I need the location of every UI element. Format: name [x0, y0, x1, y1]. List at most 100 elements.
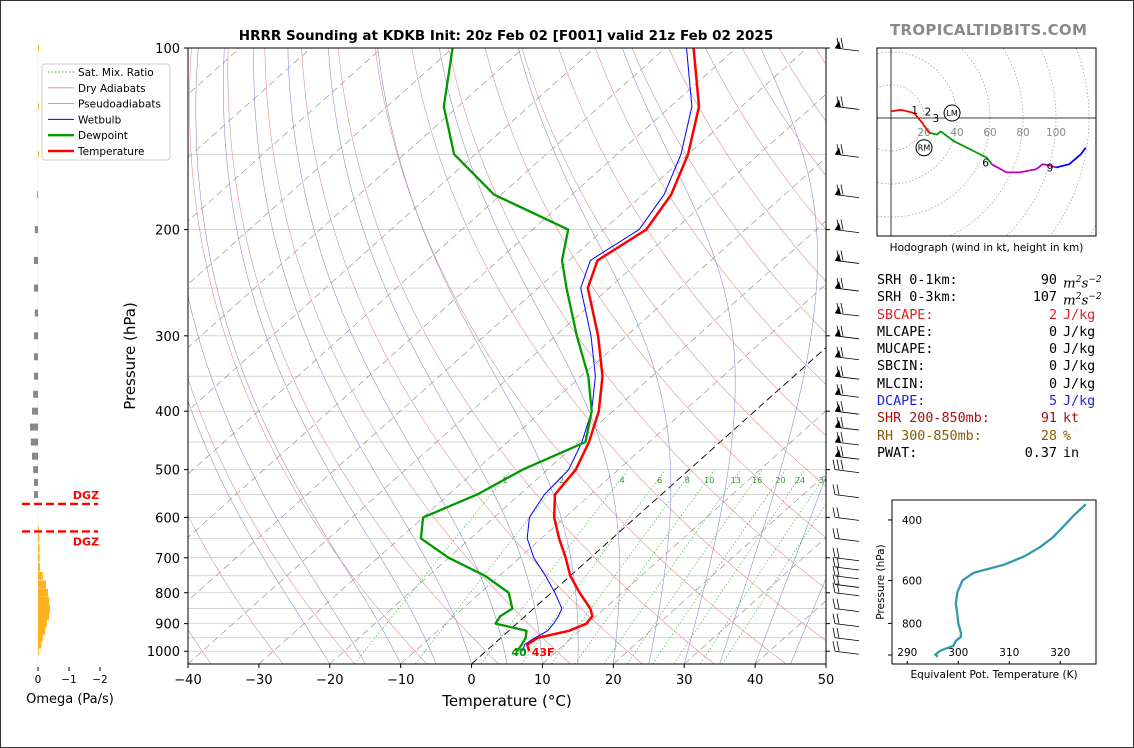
y-tick-label: 900: [155, 618, 180, 633]
mixing-ratio-line: [673, 469, 806, 664]
omega-bar-dgz: [38, 534, 40, 543]
dry-adiabat: [521, 48, 826, 487]
legend-entry: Wetbulb: [78, 114, 122, 126]
wind-barb-staff: [834, 516, 860, 521]
theta-y-tick-label: 400: [902, 515, 922, 527]
omega-panel: DGZ DGZ 0 −1 −2 Omega (Pa/s): [22, 45, 114, 707]
dewpoint-profile: [419, 48, 593, 652]
mixing-ratio-line: [480, 469, 629, 664]
param-unit: kt: [1063, 411, 1080, 427]
theta-y-tick-label: 800: [902, 618, 922, 630]
wind-barb-feather: [836, 556, 840, 568]
theta-y-axis-label: Pressure (hPa): [875, 544, 887, 619]
mixing-ratio-label: 24: [795, 476, 805, 485]
wind-barb-staff: [834, 608, 860, 613]
x-tick-label: 0: [467, 673, 475, 688]
x-tick-label: 10: [534, 673, 551, 688]
wind-barb-feather: [836, 346, 840, 357]
param-label: DCAPE:: [877, 394, 926, 410]
wind-barb-feather: [836, 627, 840, 638]
wind-barb-staff: [834, 575, 860, 580]
omega-bar-dgz: [38, 45, 39, 51]
wind-barb-feather: [836, 184, 840, 195]
wind-barb-staff: [834, 637, 860, 642]
hodo-trace: [939, 130, 993, 165]
wind-barb-feather: [840, 459, 844, 470]
isotherm-line: [258, 157, 826, 664]
wind-barb-feather: [836, 384, 840, 395]
param-unit: in: [1063, 445, 1080, 461]
wind-barb-feather: [832, 565, 836, 576]
param-value: 107: [1032, 290, 1057, 306]
wind-barb-feather: [836, 416, 840, 428]
param-unit-sup: 2: [1075, 275, 1082, 285]
y-tick-label: 400: [155, 405, 180, 420]
wind-barb-feather: [836, 641, 840, 652]
dry-adiabat: [595, 48, 826, 386]
param-label: SBCAPE:: [877, 307, 934, 323]
omega-bar: [34, 284, 38, 292]
wind-barb-feather: [836, 302, 840, 314]
wind-barb-feather: [832, 484, 836, 495]
omega-bar: [34, 372, 38, 380]
param-label: MLCAPE:: [877, 324, 934, 340]
param-label: MLCIN:: [877, 376, 926, 392]
omega-bar: [34, 332, 38, 340]
wind-barb-feather: [836, 547, 840, 558]
hodo-trace: [1055, 147, 1087, 169]
mixing-ratio-label: 8: [685, 476, 690, 485]
omega-tick-label: −2: [92, 674, 107, 686]
omega-bar: [33, 466, 38, 474]
omega-bar: [30, 438, 38, 446]
param-unit: %: [1063, 428, 1072, 444]
wind-barb-staff: [834, 566, 860, 571]
hodo-height-label: 3: [933, 113, 940, 125]
x-tick-label: 30: [676, 673, 693, 688]
isotherm-line: [329, 220, 826, 664]
wind-barb-feather: [832, 507, 836, 518]
wind-barb-feather: [836, 574, 840, 585]
param-row: PWAT: 0.37 in: [877, 445, 1097, 462]
isotherm-line: [188, 48, 382, 222]
hodo-ring-label: 40: [950, 127, 963, 139]
omega-bar-dgz: [38, 588, 48, 597]
param-row: SBCIN: 0 J/kg: [877, 358, 1097, 375]
mixing-ratio-line: [551, 469, 694, 664]
omega-bar-dgz: [38, 640, 42, 649]
omega-bar-dgz: [38, 619, 47, 628]
pseudoadiabat: [622, 48, 736, 664]
wind-barb-feather: [836, 582, 840, 593]
wetbulb-profile: [522, 48, 693, 652]
omega-bar: [33, 390, 38, 398]
legend-entry: Pseudoadiabats: [78, 99, 161, 111]
omega-bar: [30, 423, 38, 431]
param-unit-part: m: [1063, 293, 1076, 309]
x-tick-label: −30: [245, 673, 272, 688]
param-unit: m2s−2: [1063, 272, 1102, 293]
wind-barb-feather: [840, 302, 844, 314]
param-row: MLCAPE: 0 J/kg: [877, 324, 1097, 341]
wind-barb-feather: [840, 325, 844, 336]
dry-adiabat: [188, 514, 284, 664]
param-row: SHR 200-850mb: 91 kt: [877, 410, 1097, 427]
param-row: SBCAPE: 2 J/kg: [877, 307, 1097, 324]
isotherm-line: [188, 48, 312, 159]
wind-barb-feather: [840, 277, 844, 289]
hodo-height-label: 1: [911, 105, 918, 117]
storm-motion-label: LM: [946, 109, 957, 118]
wind-barb-feather: [836, 219, 840, 230]
omega-bar: [34, 309, 38, 317]
omega-bar-dgz: [38, 562, 40, 571]
wind-barb-staff: [834, 494, 860, 498]
x-tick-label: 20: [605, 673, 622, 688]
wind-barb-staff: [834, 557, 860, 562]
param-value: 90: [1040, 273, 1057, 288]
y-tick-label: 300: [155, 330, 180, 345]
param-label: SRH 0-1km:: [877, 273, 958, 288]
wind-barb-feather: [836, 484, 840, 495]
hodo-trace: [890, 108, 930, 134]
mixing-ratio-line: [603, 469, 742, 664]
wind-barb-feather: [836, 96, 840, 107]
isotherm-line: [188, 93, 826, 664]
